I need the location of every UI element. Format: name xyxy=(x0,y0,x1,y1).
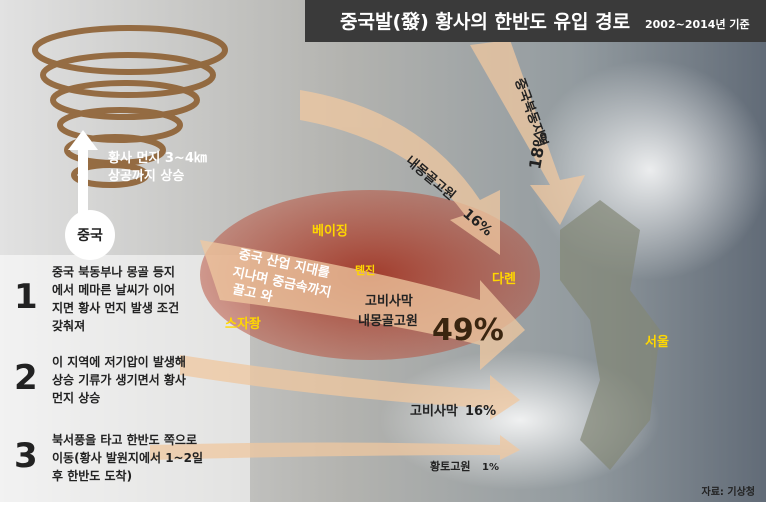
city: 서울 xyxy=(645,334,669,350)
city: 다롄 xyxy=(492,271,516,287)
route-name: 황토고원 xyxy=(430,459,470,473)
step-text: 후 한반도 도착) xyxy=(52,468,132,483)
route-arrow xyxy=(300,90,500,255)
subtitle: 2002~2014년 기준 xyxy=(645,17,750,31)
city: 톈진 xyxy=(355,263,375,277)
step-number: 1 xyxy=(14,277,38,317)
city-labels: 베이징 톈진 다롄 스자좡 서울 xyxy=(225,223,669,350)
step-text: 북서풍을 타고 한반도 쪽으로 xyxy=(52,432,197,447)
route-arrow xyxy=(180,355,520,420)
route-share: 16% xyxy=(465,404,496,419)
route-name: 내몽골고원 xyxy=(358,313,418,329)
vortex-text: 황사 먼지 3~4㎞ xyxy=(108,150,207,166)
step-text: 에서 메마른 날씨가 이어 xyxy=(52,282,175,297)
origin-badge xyxy=(65,210,115,260)
vortex xyxy=(32,25,228,188)
route-share: 49% xyxy=(432,313,504,348)
route-arrow xyxy=(470,40,585,225)
step-text: 먼지 상승 xyxy=(52,390,100,405)
route-name: 고비사막 xyxy=(365,293,413,309)
step-text: 지면 황사 먼지 발생 조건 xyxy=(52,300,179,315)
title-bar xyxy=(305,0,766,42)
vortex-text: 상공까지 상승 xyxy=(108,169,184,184)
city: 베이징 xyxy=(312,223,348,239)
route-arrow xyxy=(150,435,520,460)
source: 자료: 기상청 xyxy=(702,485,755,498)
route-share: 1% xyxy=(482,462,499,473)
step-text: 상승 기류가 생기면서 황사 xyxy=(52,372,186,387)
title: 중국발(發) 황사의 한반도 유입 경로 xyxy=(340,10,630,33)
korea-land xyxy=(560,200,660,470)
step-number: 3 xyxy=(14,436,38,476)
up-arrow xyxy=(68,130,98,215)
origin-label: 중국 xyxy=(77,228,103,244)
step-text: 이동(황사 발원지에서 1~2일 xyxy=(52,450,203,465)
step-text: 중국 북동부나 몽골 등지 xyxy=(52,264,175,279)
step-number: 2 xyxy=(14,358,38,398)
city: 스자좡 xyxy=(225,317,261,332)
step-text: 이 지역에 저기압이 발생해 xyxy=(52,354,186,369)
routes xyxy=(150,40,585,460)
route-name: 고비사막 xyxy=(410,403,458,419)
route-arrow xyxy=(200,240,525,370)
step-text: 갖춰져 xyxy=(52,318,85,333)
